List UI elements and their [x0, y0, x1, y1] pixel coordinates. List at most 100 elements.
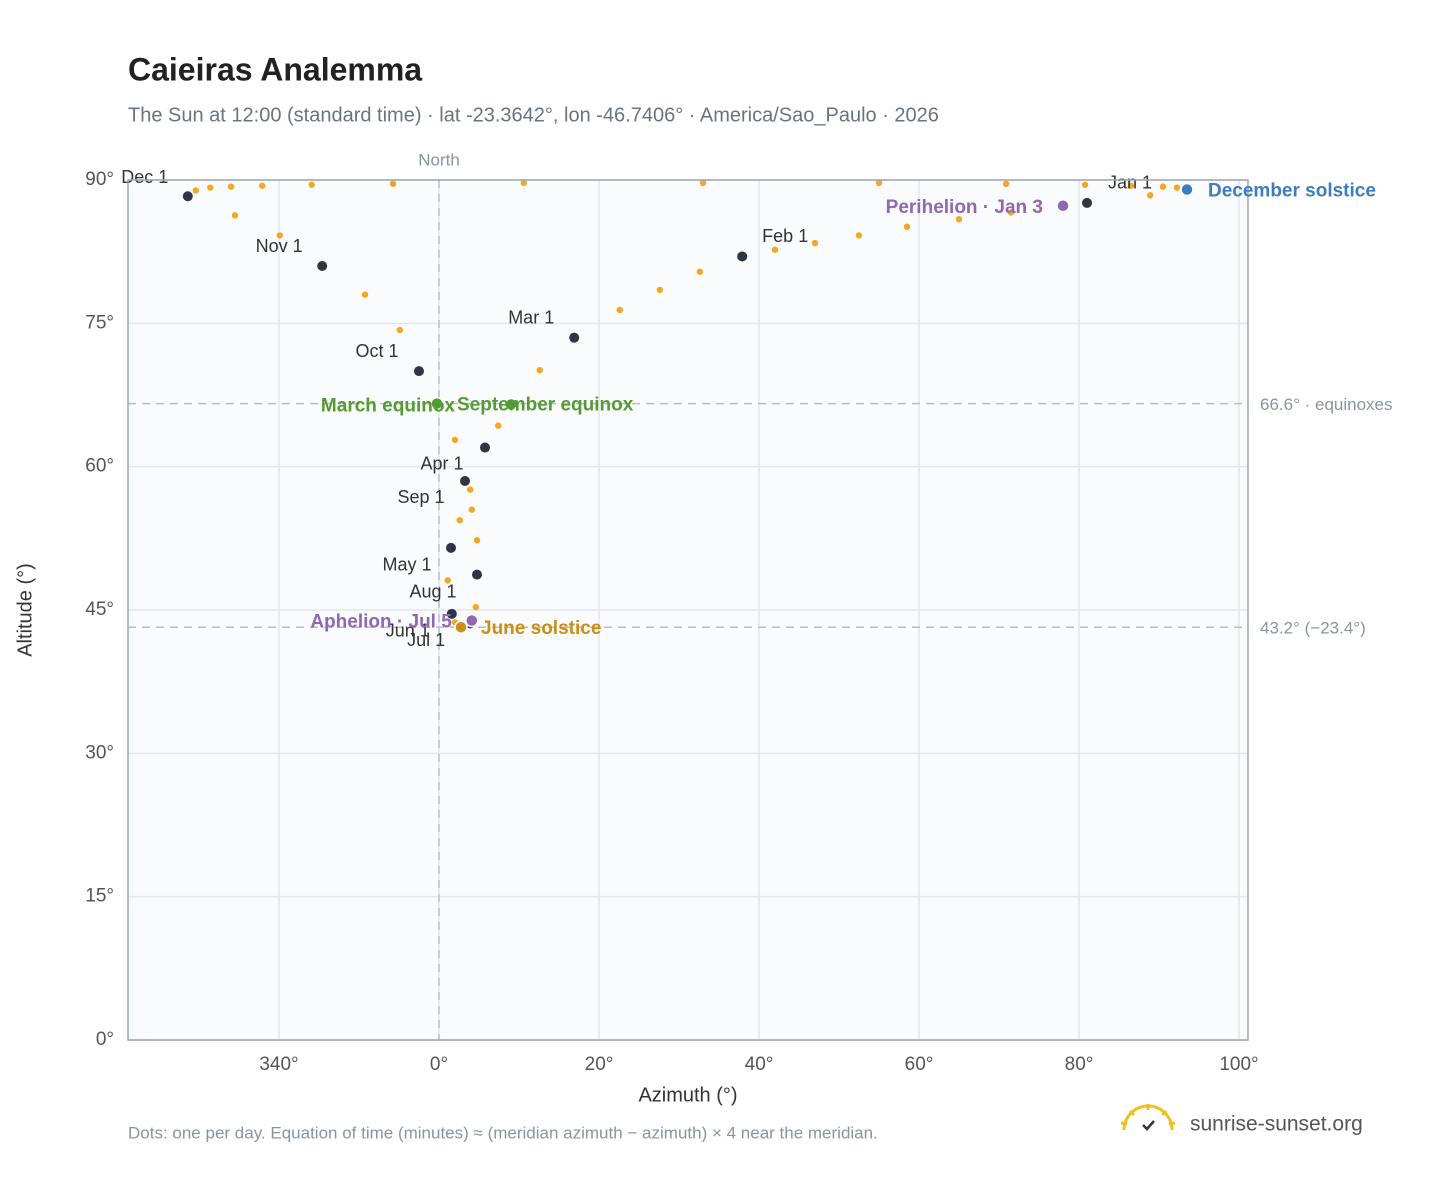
sun-dot — [536, 366, 543, 374]
x-tick-label: 80° — [1065, 1054, 1094, 1075]
brand: sunrise-sunset.org — [1190, 1113, 1363, 1136]
month-marker — [472, 569, 482, 580]
y-axis-title: Altitude (°) — [14, 563, 36, 657]
month-marker — [414, 366, 424, 377]
sun-dot — [467, 486, 474, 493]
event-marker — [1056, 199, 1070, 213]
x-axis-title: Azimuth (°) — [638, 1084, 737, 1106]
month-label: Aug 1 — [409, 581, 456, 601]
chart-subtitle: The Sun at 12:00 (standard time) · lat -… — [128, 104, 939, 126]
x-tick-label: 100° — [1219, 1054, 1258, 1075]
sun-dot — [468, 506, 475, 513]
sun-dot — [396, 326, 403, 334]
event-label: September equinox — [457, 395, 634, 416]
event-label: Perihelion · Jan 3 — [886, 197, 1043, 218]
sun-dot — [227, 183, 235, 190]
x-tick-label: 60° — [905, 1054, 934, 1075]
month-label: May 1 — [382, 555, 431, 575]
month-label: Feb 1 — [762, 226, 808, 246]
event-marker — [504, 397, 518, 412]
month-marker — [446, 608, 457, 619]
event-marker — [430, 396, 444, 411]
sun-dot — [308, 181, 315, 188]
month-marker — [446, 542, 456, 553]
sun-dot — [1007, 209, 1015, 216]
sun-dot — [361, 291, 369, 298]
sun-dot — [903, 223, 911, 231]
y-tick-label: 0° — [96, 1029, 114, 1050]
x-tick-label: 40° — [745, 1054, 774, 1075]
y-tick-label: 75° — [85, 312, 114, 333]
sun-dot — [656, 286, 663, 294]
chart-title: Caieiras Analemma — [128, 51, 422, 87]
sun-dot — [699, 179, 707, 187]
sun-dot — [495, 422, 502, 429]
event-marker — [465, 613, 479, 628]
sun-dot — [473, 537, 481, 544]
sun-dot — [259, 182, 266, 189]
sun-dot — [1003, 180, 1010, 188]
sun-dot — [955, 215, 963, 223]
month-marker — [737, 251, 748, 262]
month-label: Dec 1 — [121, 167, 168, 187]
sun-dot — [192, 187, 199, 194]
sun-dot — [451, 436, 459, 444]
sun-dot — [231, 212, 239, 219]
sun-dot — [875, 179, 883, 187]
month-label: Jun 1 — [386, 621, 430, 641]
y-tick-label: 15° — [85, 886, 114, 907]
sun-dot — [472, 603, 479, 611]
reference-label: 43.2° (−23.4°) — [1260, 619, 1366, 638]
plot-border — [127, 179, 1249, 1041]
event-label: March equinox — [321, 396, 456, 417]
month-marker — [317, 261, 328, 271]
month-marker — [182, 191, 193, 202]
month-marker — [460, 476, 470, 486]
sun-dot — [1127, 182, 1135, 189]
sun-dot — [1173, 184, 1181, 191]
sun-dot — [1159, 183, 1167, 190]
month-marker — [569, 332, 580, 343]
sun-dot — [456, 516, 463, 524]
sun-dot — [1081, 181, 1089, 188]
month-label: Apr 1 — [420, 453, 463, 473]
brand-logo — [1120, 1104, 1176, 1131]
event-label: Aphelion · Jul 5 — [310, 612, 452, 633]
sun-dot — [207, 184, 214, 191]
sun-dot — [444, 577, 451, 584]
y-tick-label: 45° — [85, 599, 114, 620]
sun-dot — [616, 306, 623, 314]
month-label: Jul 1 — [407, 630, 445, 650]
month-label: Jan 1 — [1108, 173, 1152, 193]
sun-dot — [276, 232, 283, 239]
x-tick-label: 340° — [259, 1054, 298, 1075]
plot: 340° 0° 20° 40° 60° 80° 100° 0° 15° 30° 45° 60° 75° 9… — [85, 167, 1258, 1075]
sun-dot — [389, 180, 397, 188]
sun-dot — [696, 268, 703, 275]
reference-label: 66.6° · equinoxes — [1260, 395, 1393, 414]
month-marker — [480, 442, 490, 453]
y-tick-label: 60° — [85, 456, 114, 477]
month-label: Nov 1 — [256, 236, 303, 256]
x-tick-label: 0° — [430, 1054, 448, 1075]
event-label: December solstice — [1208, 181, 1376, 202]
event-marker — [454, 620, 468, 634]
footnote: Dots: one per day. Equation of time (min… — [128, 1123, 878, 1142]
month-label: Mar 1 — [508, 307, 554, 327]
sun-dot — [520, 179, 527, 187]
x-tick-label: 20° — [585, 1054, 614, 1075]
sun-dot — [1147, 192, 1154, 199]
sun-dot — [811, 239, 819, 247]
event-label: June solstice — [481, 618, 601, 639]
month-marker — [1082, 197, 1092, 208]
event-marker — [1180, 182, 1194, 197]
sun-dot — [771, 246, 779, 253]
y-tick-label: 90° — [85, 169, 114, 190]
month-label: Oct 1 — [355, 341, 398, 361]
month-label: Sep 1 — [397, 487, 444, 507]
y-tick-label: 30° — [85, 742, 114, 763]
north-label: North — [418, 150, 460, 169]
sun-dot — [855, 232, 863, 239]
